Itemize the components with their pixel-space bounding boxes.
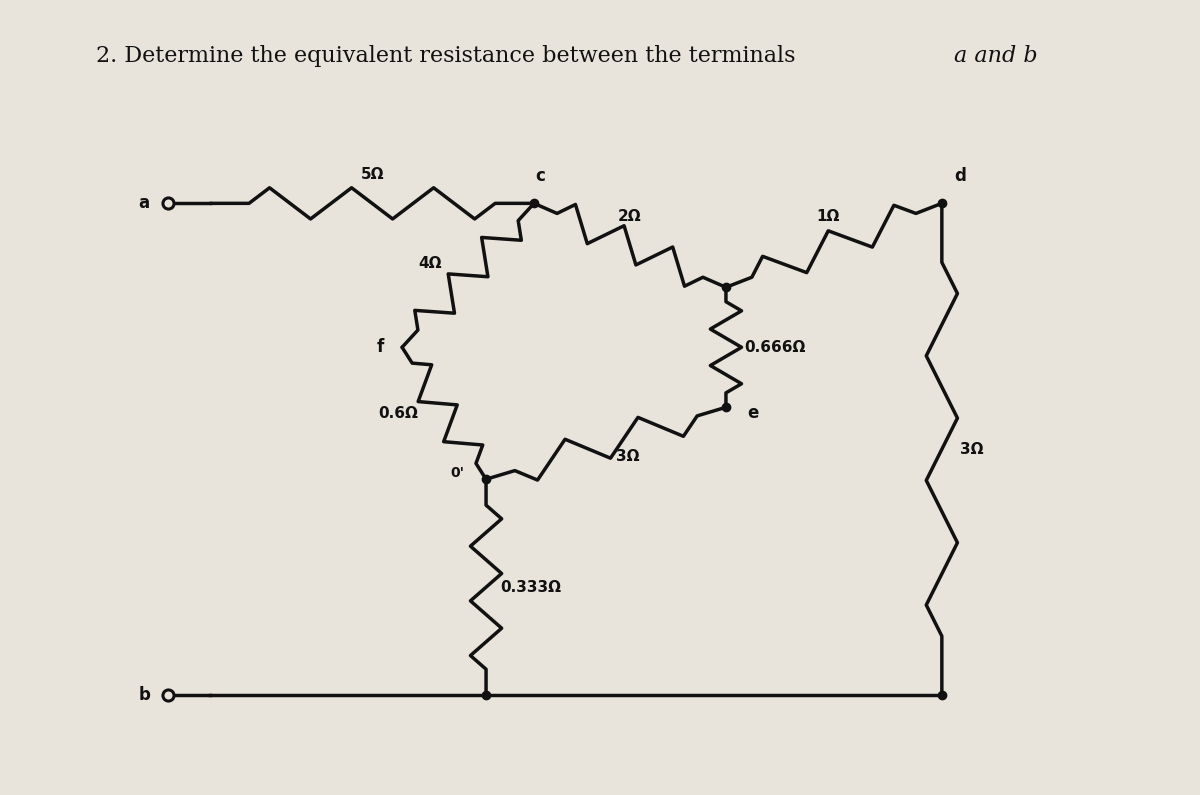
Text: c: c <box>535 168 545 185</box>
Text: a and b: a and b <box>954 45 1038 67</box>
Text: 2. Determine the equivalent resistance between the terminals: 2. Determine the equivalent resistance b… <box>96 45 803 67</box>
Text: 0.333Ω: 0.333Ω <box>500 580 562 595</box>
Text: a: a <box>139 194 150 212</box>
Text: 3Ω: 3Ω <box>960 442 983 457</box>
Text: 3Ω: 3Ω <box>616 449 640 464</box>
Text: 5Ω: 5Ω <box>360 167 384 182</box>
Text: 0.666Ω: 0.666Ω <box>744 339 805 355</box>
Text: 0': 0' <box>450 466 464 480</box>
Text: b: b <box>138 686 150 704</box>
Text: e: e <box>748 405 758 422</box>
Text: 0.6Ω: 0.6Ω <box>378 405 418 421</box>
Text: 2Ω: 2Ω <box>618 209 642 223</box>
Text: 4Ω: 4Ω <box>418 256 442 271</box>
Text: 1Ω: 1Ω <box>816 209 840 223</box>
Text: f: f <box>377 339 384 356</box>
Text: d: d <box>954 168 966 185</box>
